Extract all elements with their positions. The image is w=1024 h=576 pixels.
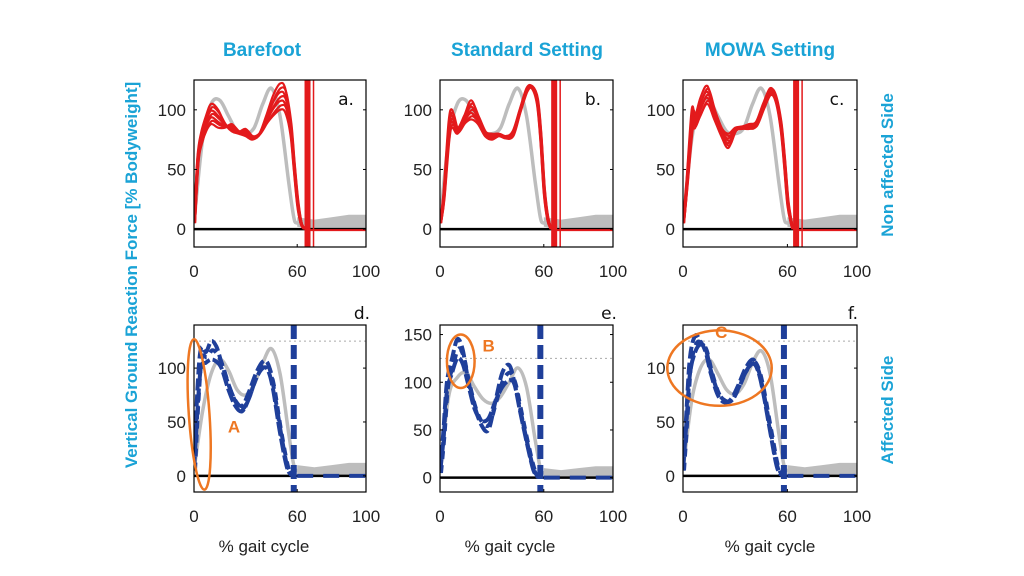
annotation-label-b: B	[482, 336, 494, 355]
series-trial-high	[440, 336, 541, 479]
annotation-ellipse-a	[186, 337, 212, 491]
y-tick-label: 100	[158, 359, 186, 378]
y-tick-label: 50	[656, 413, 675, 432]
series-trial-low	[440, 355, 541, 480]
panel-letter-b: b.	[585, 90, 601, 110]
reference-curve	[194, 86, 366, 226]
y-tick-label: 0	[177, 220, 186, 239]
x-axis-label-e: % gait cycle	[465, 537, 556, 556]
plot-area-b	[440, 80, 613, 247]
column-title-barefoot: Barefoot	[223, 40, 302, 61]
reference-curve	[440, 366, 613, 476]
x-tick-label: 60	[778, 262, 797, 281]
axes-frame	[682, 79, 858, 248]
x-tick-label: 0	[435, 507, 444, 526]
series-trial-1	[194, 348, 295, 477]
panel-letter-f: f.	[848, 304, 858, 324]
y-tick-label: 50	[413, 421, 432, 440]
panel-a: 0 50 100 0 60 100 a.	[158, 79, 380, 281]
axes-frame	[682, 324, 858, 493]
plot-area-e	[440, 325, 613, 492]
toe-off-marker	[304, 80, 311, 247]
series-trial-5	[440, 86, 553, 230]
x-tick-label: 0	[189, 507, 198, 526]
panel-f: 0 50 100 0 60 100 f. C	[647, 304, 872, 526]
y-tick-label: 0	[423, 469, 432, 488]
x-tick-label: 100	[352, 507, 380, 526]
column-title-mowa-setting: MOWA Setting	[705, 40, 835, 61]
toe-off-marker	[793, 80, 800, 247]
x-axis-label-d: % gait cycle	[219, 537, 310, 556]
panel-letter-e: e.	[601, 304, 617, 324]
panel-d: 0 50 100 0 60 100 d. A	[158, 304, 381, 526]
annotation-label-c: C	[715, 323, 727, 342]
plot-area-f	[683, 325, 857, 492]
x-tick-label: 0	[189, 262, 198, 281]
series-trial-low	[194, 108, 306, 230]
panel-letter-a: a.	[338, 90, 354, 110]
x-tick-label: 0	[678, 262, 687, 281]
x-axis-label-f: % gait cycle	[725, 537, 816, 556]
x-tick-label: 60	[534, 262, 553, 281]
x-tick-label: 0	[678, 507, 687, 526]
y-axis-label: Vertical Ground Reaction Force [% Bodywe…	[122, 82, 141, 468]
y-tick-label: 50	[167, 160, 186, 179]
y-tick-label: 0	[666, 467, 675, 486]
x-tick-label: 60	[288, 507, 307, 526]
x-tick-label: 60	[778, 507, 797, 526]
y-tick-label: 100	[404, 101, 432, 120]
x-tick-label: 100	[843, 262, 871, 281]
panel-b: 0 50 100 0 60 100 b.	[404, 79, 627, 281]
row-label-affected-side: Affected Side	[878, 356, 897, 465]
panel-letter-d: d.	[354, 304, 370, 324]
x-tick-label: 100	[599, 507, 627, 526]
plot-area-d	[194, 325, 366, 492]
x-tick-label: 100	[352, 262, 380, 281]
panel-e: 0 50 100 150 0 60 100 e. B	[404, 304, 628, 526]
axes-frame	[439, 324, 614, 493]
y-tick-label: 100	[404, 373, 432, 392]
series-trial-low	[683, 93, 794, 230]
series-trial-low	[683, 342, 784, 478]
annotation-ellipse-c	[666, 329, 773, 408]
y-tick-label: 0	[666, 220, 675, 239]
x-tick-label: 100	[843, 507, 871, 526]
y-tick-label: 100	[647, 101, 675, 120]
x-tick-label: 60	[288, 262, 307, 281]
y-tick-label: 50	[167, 413, 186, 432]
panel-c: 0 50 100 0 60 100 c.	[647, 79, 871, 281]
x-tick-label: 100	[599, 262, 627, 281]
annotation-ellipse-b	[445, 333, 476, 390]
y-tick-label: 100	[647, 359, 675, 378]
y-tick-label: 50	[656, 160, 675, 179]
axes-frame	[439, 79, 614, 248]
axes-frame	[193, 324, 367, 493]
y-tick-label: 50	[413, 160, 432, 179]
y-tick-label: 0	[177, 467, 186, 486]
plot-area-c	[683, 80, 857, 247]
toe-off-marker	[551, 80, 558, 247]
annotation-label-a: A	[228, 418, 240, 437]
axes-frame	[193, 79, 367, 248]
row-label-non-affected-side: Non affected Side	[878, 93, 897, 237]
y-tick-label: 100	[158, 101, 186, 120]
series-trial-low	[440, 86, 552, 230]
y-tick-label: 0	[423, 220, 432, 239]
x-tick-label: 60	[534, 507, 553, 526]
series-trial-low	[194, 357, 294, 478]
panel-letter-c: c.	[830, 90, 845, 110]
x-tick-label: 0	[435, 262, 444, 281]
reference-curve	[440, 86, 613, 226]
y-tick-label: 150	[404, 326, 432, 345]
column-title-standard-setting: Standard Setting	[451, 40, 603, 61]
plot-area-a	[194, 80, 366, 247]
